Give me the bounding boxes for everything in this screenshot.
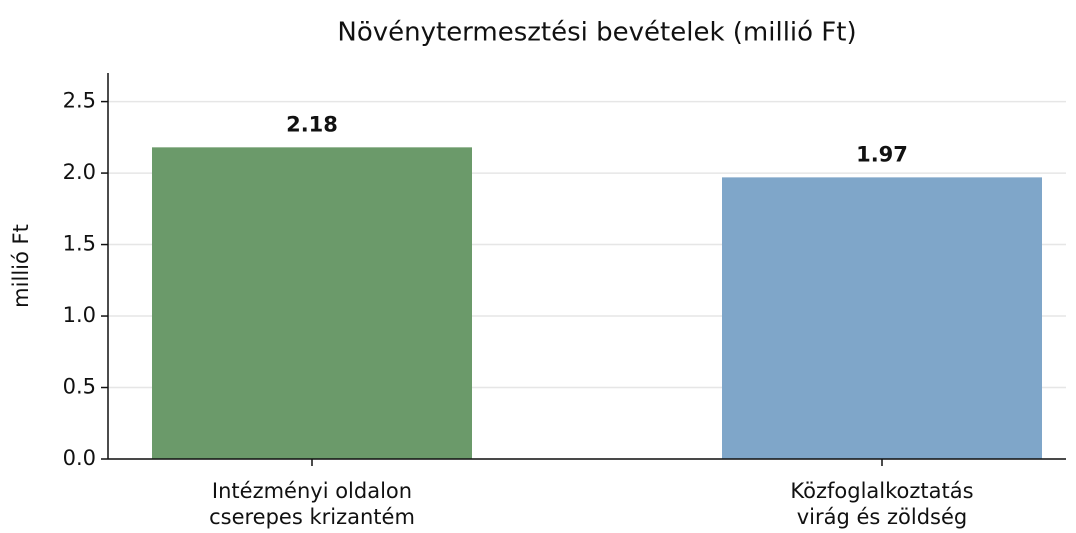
x-tick-label: Közfoglalkoztatás virág és zöldség (790, 479, 973, 529)
y-tick-label: 1.5 (63, 232, 96, 256)
y-tick-label: 0.0 (63, 446, 96, 470)
value-label: 1.97 (856, 142, 908, 166)
y-axis-label: millió Ft (9, 224, 33, 308)
x-tick-label-line: cserepes krizantém (209, 505, 415, 529)
x-tick-label-line: Közfoglalkoztatás (790, 479, 973, 503)
value-label: 2.18 (286, 112, 338, 136)
y-tick-label: 0.5 (63, 375, 96, 399)
chart-title: Növénytermesztési bevételek (millió Ft) (337, 18, 856, 48)
x-tick-label: Intézményi oldalon cserepes krizantém (209, 479, 415, 529)
bar (722, 177, 1042, 459)
y-tick-label: 2.0 (63, 160, 96, 184)
y-tick-label: 2.5 (63, 89, 96, 113)
bar (152, 147, 472, 459)
y-tick-label: 1.0 (63, 303, 96, 327)
x-tick-label-line: Intézményi oldalon (212, 479, 412, 503)
x-tick-label-line: virág és zöldség (797, 505, 968, 529)
